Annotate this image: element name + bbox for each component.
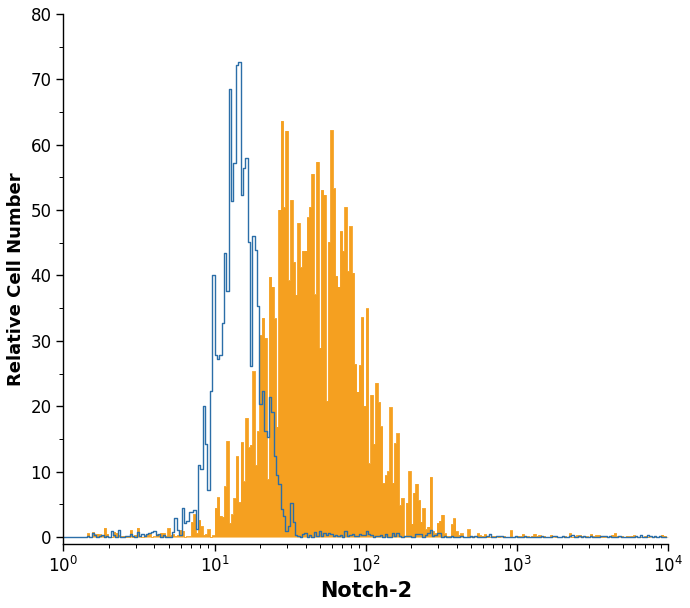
Y-axis label: Relative Cell Number: Relative Cell Number <box>7 172 25 385</box>
X-axis label: Notch-2: Notch-2 <box>319 581 412 601</box>
